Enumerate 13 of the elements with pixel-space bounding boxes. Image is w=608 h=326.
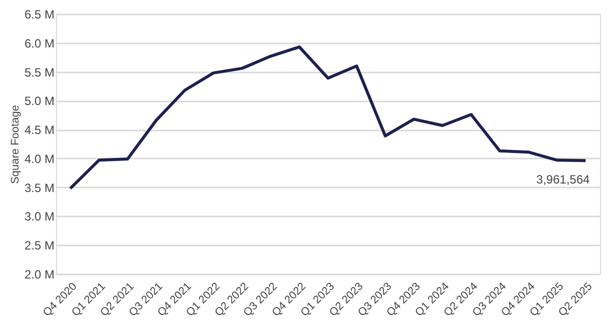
y-tick-label: 4.0 M bbox=[24, 152, 54, 166]
y-tick-label: 4.5 M bbox=[24, 123, 54, 138]
y-tick-label: 3.0 M bbox=[24, 210, 54, 224]
line-series bbox=[68, 45, 588, 190]
y-tick-label: 5.0 M bbox=[24, 94, 54, 108]
y-tick-label: 2.0 M bbox=[24, 268, 54, 282]
y-axis-title: Square Footage bbox=[9, 105, 22, 184]
y-tick-label: 6.0 M bbox=[24, 36, 54, 50]
y-tick-label: 3.5 M bbox=[24, 180, 54, 195]
y-tick-label: 2.5 M bbox=[24, 238, 54, 253]
annotation: 3,961,564 bbox=[536, 172, 590, 187]
y-tick-label: 6.5 M bbox=[24, 8, 54, 22]
y-tick-label: 5.5 M bbox=[24, 65, 54, 80]
